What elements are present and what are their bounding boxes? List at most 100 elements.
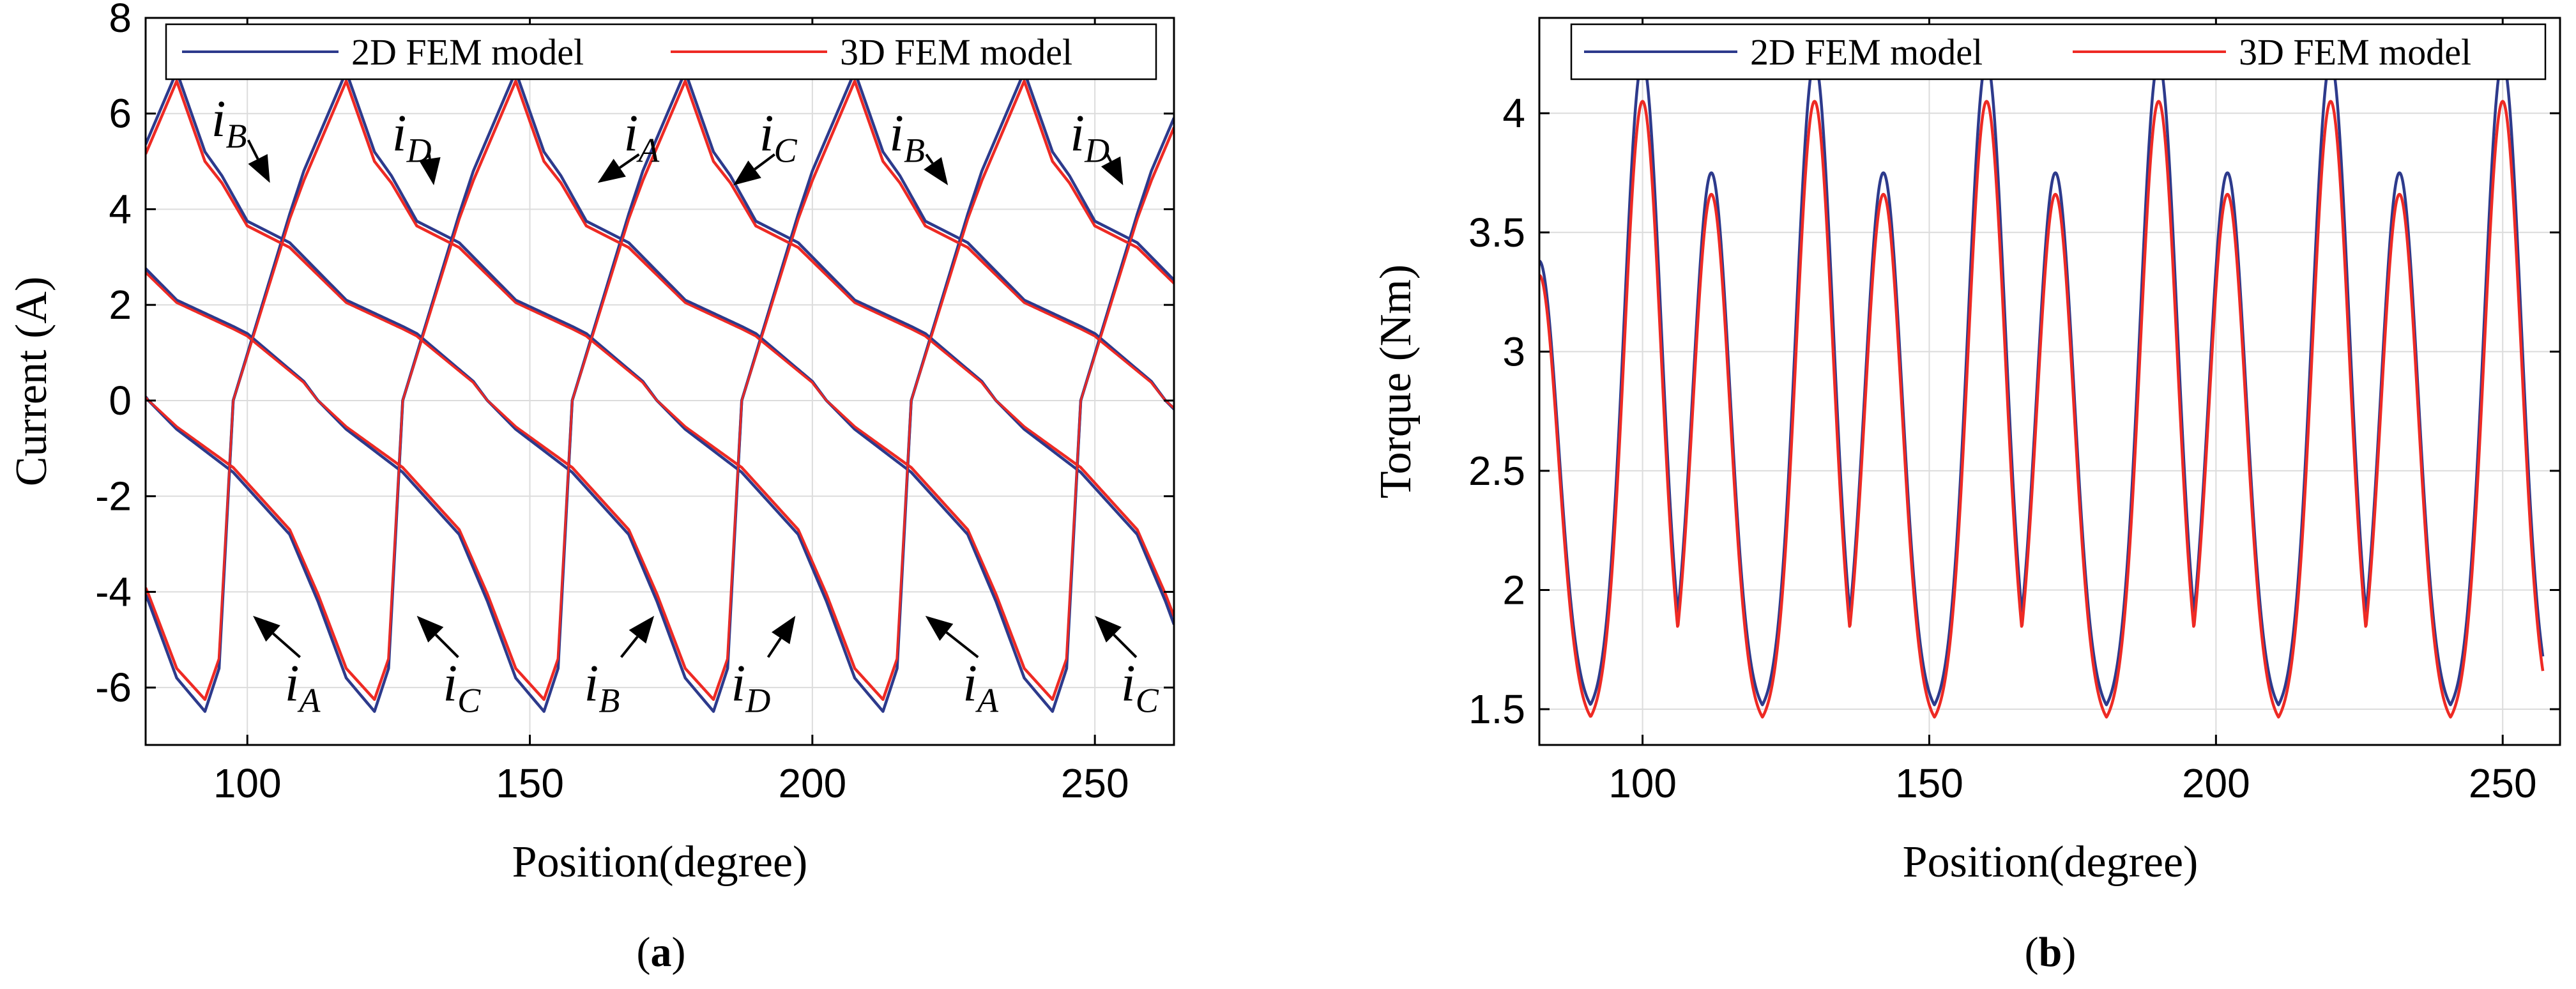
- current-y-tick-label: 6: [109, 91, 132, 137]
- phase-annotation-arrow-line: [620, 636, 639, 658]
- current-series-3d-overlay-c: [146, 80, 1174, 701]
- current-y-tick-label: -2: [95, 473, 132, 519]
- torque-legend-2d: 2D FEM model: [1750, 31, 1983, 73]
- torque-y-tick-label: 2.5: [1468, 448, 1525, 494]
- phase-annotation-arrow-line: [754, 153, 775, 171]
- phase-annotation-label: iD: [392, 104, 432, 170]
- current-y-axis-label: Current (A): [7, 277, 56, 487]
- current-x-tick-label: 150: [496, 760, 564, 806]
- phase-annotation-arrow-head: [597, 158, 626, 183]
- phase-annotation-arrow-head: [419, 157, 441, 186]
- torque-x-tick-label: 100: [1608, 760, 1677, 806]
- current-series-3d-overlay-d: [146, 80, 1174, 701]
- phase-annotation-label: iB: [584, 654, 620, 720]
- phase-annotation-label: iA: [963, 654, 999, 720]
- phase-annotation-arrow-head: [1101, 156, 1124, 186]
- current-series-2d-phase-a: [146, 70, 1174, 713]
- phase-annotation-arrow-head: [924, 157, 949, 186]
- current-y-tick-label: 0: [109, 378, 132, 424]
- torque-plot-area: [1539, 59, 2545, 719]
- phase-annotation-arrow-line: [434, 634, 459, 659]
- current-legend-2d: 2D FEM model: [351, 31, 584, 73]
- torque-series-3d: [1539, 100, 2545, 719]
- current-legend-3d: 3D FEM model: [840, 31, 1072, 73]
- current-series-2d-phase-c: [146, 70, 1174, 713]
- current-panel-label: (a): [637, 929, 686, 976]
- phase-annotation-arrow-line: [272, 632, 301, 659]
- torque-legend-3d: 3D FEM model: [2239, 31, 2471, 73]
- current-y-tick-label: 2: [109, 282, 132, 328]
- phase-annotation-arrow-line: [427, 154, 431, 159]
- torque-y-axis-label: Torque (Nm): [1371, 264, 1421, 498]
- phase-annotation-label: iD: [731, 654, 771, 720]
- torque-ticks: 100 150 200 250 1.5 2 2.5 3 3.5 4: [1468, 18, 2560, 806]
- phase-annotation-arrow-head: [1095, 615, 1122, 643]
- current-series-3d-overlay-a: [146, 80, 1174, 701]
- phase-annotation-a: iA: [597, 104, 660, 183]
- torque-chart: 100 150 200 250 1.5 2 2.5 3 3.5 4 2D FEM model 3D…: [1371, 17, 2561, 976]
- phase-annotation-label: iB: [889, 104, 925, 170]
- current-x-tick-label: 200: [778, 760, 846, 806]
- torque-grid: [1539, 18, 2560, 745]
- phase-annotation-label: iA: [623, 104, 660, 170]
- torque-x-axis-label: Position(degree): [1903, 838, 2199, 887]
- phase-annotation-arrow-line: [925, 153, 934, 164]
- phase-annotation-arrow-line: [619, 153, 640, 169]
- current-series-2d-phase-d: [146, 70, 1174, 713]
- torque-panel-letter: b: [2039, 929, 2062, 976]
- phase-annotation-label: iA: [285, 654, 321, 720]
- phase-annotation-arrow-line: [1113, 634, 1138, 659]
- torque-axes-box: [1538, 17, 2561, 746]
- current-panel-letter: a: [651, 929, 672, 976]
- phase-annotation-d: iD: [731, 615, 796, 720]
- current-y-tick-label: 4: [109, 186, 132, 232]
- current-chart: 100 150 200 250 -6 -4 -2 0 2 4 6 8 iB iD iA iC iB iD iA iC…: [7, 0, 1175, 976]
- phase-annotation-b: iB: [584, 615, 655, 720]
- phase-annotation-arrow-head: [733, 160, 761, 186]
- phase-annotation-arrow-head: [771, 615, 796, 645]
- torque-legend: 2D FEM model 3D FEM model: [1570, 23, 2547, 80]
- phase-annotation-b: iB: [211, 89, 270, 183]
- current-series-3d-overlay-b: [146, 80, 1174, 701]
- current-x-axis-label: Position(degree): [512, 838, 808, 887]
- torque-series-2d: [1539, 59, 2545, 707]
- current-lines-2d: [146, 70, 1174, 713]
- phase-annotation-d: iD: [1070, 104, 1124, 186]
- torque-x-tick-label: 150: [1895, 760, 1963, 806]
- phase-annotation-a: iA: [253, 615, 321, 720]
- current-axes-box: [144, 17, 1175, 746]
- current-y-tick-label: -6: [95, 664, 132, 710]
- torque-x-tick-label: 250: [2469, 760, 2537, 806]
- current-x-tick-label: 250: [1061, 760, 1129, 806]
- torque-lines: [1539, 59, 2545, 719]
- phase-annotation-arrow-head: [925, 615, 954, 641]
- phase-annotation-d: iD: [392, 104, 441, 186]
- phase-annotation-c: iC: [733, 104, 798, 186]
- phase-annotation-label: iD: [1070, 104, 1109, 170]
- torque-y-tick-label: 2: [1502, 567, 1525, 613]
- phase-annotation-arrow-head: [629, 615, 655, 644]
- phase-annotation-arrow-head: [248, 154, 270, 183]
- torque-y-tick-label: 4: [1502, 90, 1525, 136]
- torque-y-tick-label: 3.5: [1468, 210, 1525, 256]
- current-ticks: 100 150 200 250 -6 -4 -2 0 2 4 6 8: [95, 0, 1174, 806]
- current-y-tick-label: -4: [95, 569, 132, 615]
- current-grid: [146, 17, 1174, 745]
- phase-annotation-a: iA: [925, 615, 999, 720]
- torque-y-tick-label: 1.5: [1468, 686, 1525, 732]
- phase-annotation-c: iC: [416, 615, 481, 720]
- phase-annotation-label: iC: [759, 104, 798, 170]
- phase-annotation-label: iC: [443, 654, 481, 720]
- phase-annotation-label: iB: [211, 89, 247, 155]
- current-legend: 2D FEM model 3D FEM model: [165, 23, 1157, 80]
- current-y-tick-label: 8: [109, 0, 132, 41]
- phase-annotation-arrow-head: [416, 615, 444, 643]
- current-x-tick-label: 100: [213, 760, 282, 806]
- phase-annotation-arrow-line: [945, 631, 979, 659]
- phase-annotation-arrow-line: [766, 637, 782, 658]
- torque-y-tick-label: 3: [1502, 328, 1525, 374]
- phase-annotation-arrow-line: [247, 139, 259, 160]
- phase-annotation-label: iC: [1121, 654, 1159, 720]
- torque-panel-label: (b): [2025, 929, 2077, 976]
